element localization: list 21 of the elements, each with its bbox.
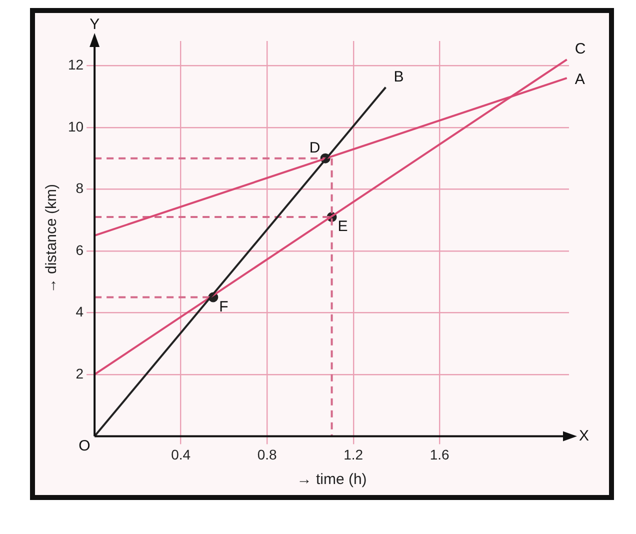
y-tick-label: 4 [76, 304, 84, 320]
y-tick-label: 6 [76, 242, 84, 258]
annotation: E [338, 218, 348, 236]
y-tick-label: 10 [68, 118, 84, 134]
x-axis-title: → time (h) [296, 471, 367, 488]
y-tick-label: 12 [68, 56, 84, 73]
annotation: X [579, 427, 590, 444]
x-tick-label: 0.8 [257, 446, 278, 462]
annotation: D [309, 139, 320, 156]
annotation: C [574, 40, 586, 58]
x-tick-label: 1.6 [430, 446, 450, 462]
x-tick-label: 0.4 [171, 446, 191, 462]
annotation: Y [90, 16, 100, 34]
y-tick-label: 8 [76, 180, 84, 196]
annotation: A [574, 71, 585, 88]
annotation: B [394, 68, 404, 86]
y-tick-label: 2 [76, 365, 84, 382]
annotation: F [219, 298, 228, 316]
y-axis-title: → distance (km) [43, 184, 60, 294]
x-tick-label: 1.2 [344, 446, 364, 462]
annotation: O [78, 437, 90, 454]
